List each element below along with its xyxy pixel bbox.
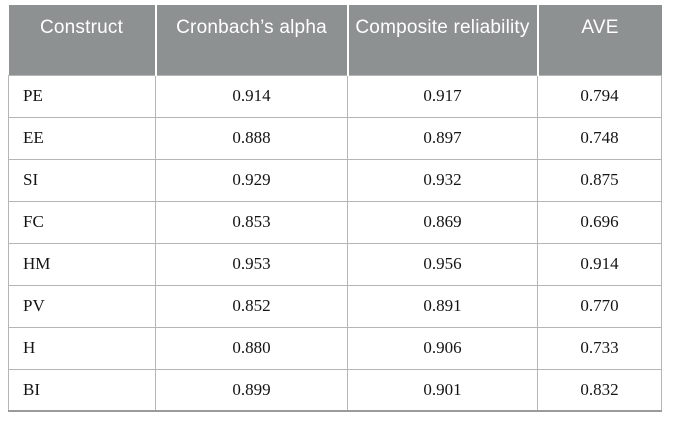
construct-cell: PE [8, 74, 156, 118]
construct-cell: PV [8, 284, 156, 328]
header-row: Construct Cronbach’s alpha Composite rel… [8, 5, 662, 75]
table-row: EE 0.888 0.897 0.748 [8, 116, 662, 160]
value-cell: 0.733 [537, 326, 662, 370]
table-header: Construct Cronbach’s alpha Composite rel… [8, 5, 662, 75]
column-header-construct: Construct [8, 5, 156, 75]
construct-cell: BI [8, 368, 156, 412]
table-row: SI 0.929 0.932 0.875 [8, 158, 662, 202]
construct-cell: HM [8, 242, 156, 286]
value-cell: 0.953 [155, 242, 348, 286]
value-cell: 0.852 [155, 284, 348, 328]
value-cell: 0.914 [537, 242, 662, 286]
construct-cell: EE [8, 116, 156, 160]
value-cell: 0.869 [347, 200, 538, 244]
value-cell: 0.770 [537, 284, 662, 328]
value-cell: 0.748 [537, 116, 662, 160]
table-row: H 0.880 0.906 0.733 [8, 326, 662, 370]
table-body: PE 0.914 0.917 0.794 EE 0.888 0.897 0.748 SI 0.92… [8, 74, 662, 412]
value-cell: 0.832 [537, 368, 662, 412]
value-cell: 0.932 [347, 158, 538, 202]
construct-cell: SI [8, 158, 156, 202]
value-cell: 0.956 [347, 242, 538, 286]
table-row: HM 0.953 0.956 0.914 [8, 242, 662, 286]
construct-cell: FC [8, 200, 156, 244]
value-cell: 0.891 [347, 284, 538, 328]
value-cell: 0.696 [537, 200, 662, 244]
value-cell: 0.888 [155, 116, 348, 160]
table-row: FC 0.853 0.869 0.696 [8, 200, 662, 244]
table-row: PE 0.914 0.917 0.794 [8, 74, 662, 118]
table-row: PV 0.852 0.891 0.770 [8, 284, 662, 328]
table-row: BI 0.899 0.901 0.832 [8, 368, 662, 412]
reliability-table: Construct Cronbach’s alpha Composite rel… [8, 5, 662, 412]
value-cell: 0.917 [347, 74, 538, 118]
value-cell: 0.853 [155, 200, 348, 244]
value-cell: 0.899 [155, 368, 348, 412]
value-cell: 0.901 [347, 368, 538, 412]
reliability-table-figure: Construct Cronbach’s alpha Composite rel… [8, 5, 662, 412]
column-header-composite-reliability: Composite reliability [346, 5, 538, 75]
construct-cell: H [8, 326, 156, 370]
value-cell: 0.880 [155, 326, 348, 370]
value-cell: 0.914 [155, 74, 348, 118]
value-cell: 0.794 [537, 74, 662, 118]
column-header-cronbachs-alpha: Cronbach’s alpha [154, 5, 348, 75]
value-cell: 0.897 [347, 116, 538, 160]
value-cell: 0.929 [155, 158, 348, 202]
value-cell: 0.875 [537, 158, 662, 202]
column-header-ave: AVE [536, 5, 662, 75]
value-cell: 0.906 [347, 326, 538, 370]
